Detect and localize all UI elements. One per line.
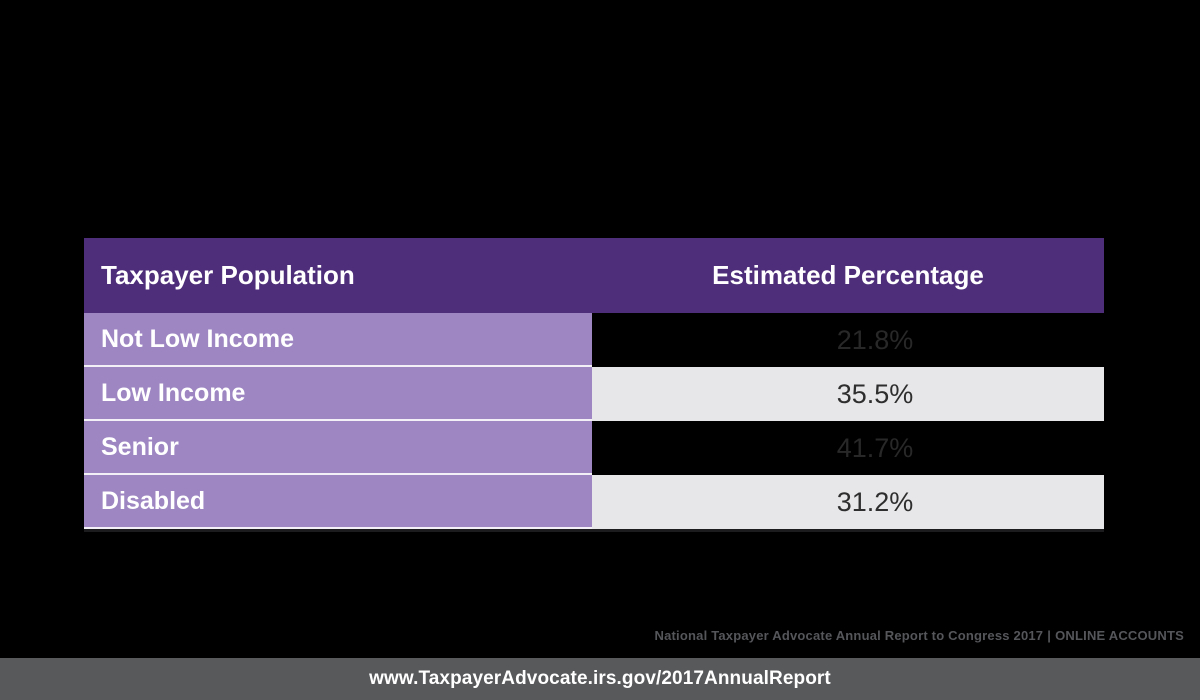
table-row: Low Income 35.5% <box>84 367 1104 421</box>
taxpayer-population-table: Taxpayer Population Estimated Percentage… <box>84 238 1104 532</box>
row-label-senior: Senior <box>84 421 592 475</box>
table-row: Senior 41.7% <box>84 421 1104 475</box>
footer-url-text: www.TaxpayerAdvocate.irs.gov/2017AnnualR… <box>369 668 831 689</box>
source-attribution: National Taxpayer Advocate Annual Report… <box>655 628 1185 643</box>
row-label-disabled: Disabled <box>84 475 592 529</box>
row-value-low-income: 35.5% <box>592 367 1104 421</box>
table-row: Not Low Income 21.8% <box>84 313 1104 367</box>
table-row: Disabled 31.2% <box>84 475 1104 529</box>
table-bottom-border <box>84 529 1104 532</box>
attribution-report-text: National Taxpayer Advocate Annual Report… <box>654 628 1044 643</box>
row-label-low-income: Low Income <box>84 367 592 421</box>
column-header-population: Taxpayer Population <box>101 260 355 290</box>
table-header-row: Taxpayer Population Estimated Percentage <box>84 238 1104 313</box>
row-label-not-low-income: Not Low Income <box>84 313 592 367</box>
row-value-senior: 41.7% <box>592 421 1104 475</box>
row-value-disabled: 31.2% <box>592 475 1104 529</box>
attribution-section-text: ONLINE ACCOUNTS <box>1055 628 1184 643</box>
footer-bar: www.TaxpayerAdvocate.irs.gov/2017AnnualR… <box>0 658 1200 700</box>
row-value-not-low-income: 21.8% <box>592 313 1104 367</box>
attribution-separator: | <box>1047 628 1052 643</box>
column-header-percentage: Estimated Percentage <box>712 260 984 290</box>
